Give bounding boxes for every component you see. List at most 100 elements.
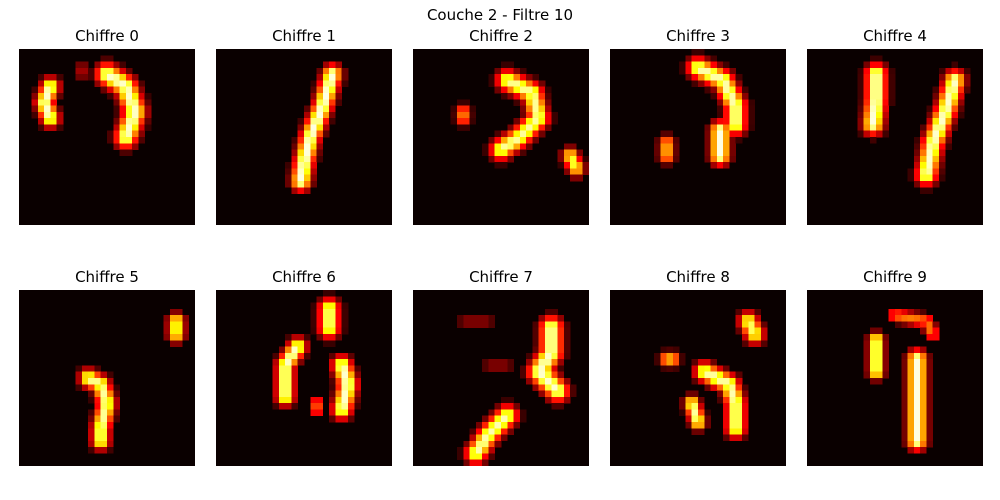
heatmap-cell bbox=[304, 168, 311, 176]
heatmap-cell bbox=[329, 321, 336, 329]
heatmap-cell bbox=[666, 149, 674, 157]
heatmap-cell bbox=[50, 111, 58, 119]
heatmap-cell bbox=[507, 422, 514, 429]
heatmap-cell bbox=[100, 371, 108, 379]
heatmap-cell bbox=[710, 124, 718, 132]
heatmap-cell bbox=[729, 99, 737, 106]
heatmap-cell bbox=[291, 378, 299, 385]
heatmap-cell bbox=[488, 440, 496, 448]
heatmap-cell bbox=[723, 93, 730, 100]
heatmap-panel bbox=[413, 49, 589, 225]
heatmap-cell bbox=[335, 415, 343, 423]
heatmap-cell bbox=[882, 80, 890, 88]
heatmap-cell bbox=[685, 55, 693, 62]
heatmap-cell bbox=[704, 384, 711, 391]
heatmap-cell bbox=[563, 352, 571, 360]
heatmap-cell bbox=[932, 99, 940, 106]
heatmap-cell bbox=[563, 396, 571, 404]
heatmap-cell bbox=[463, 321, 470, 329]
heatmap-cell bbox=[119, 74, 127, 81]
heatmap-cell bbox=[729, 93, 737, 100]
heatmap-cell bbox=[742, 409, 749, 417]
heatmap-cell bbox=[532, 371, 540, 379]
panel-title: Chiffre 5 bbox=[75, 268, 139, 286]
heatmap-cell bbox=[698, 409, 705, 417]
heatmap-cell bbox=[119, 61, 127, 69]
heatmap-cell bbox=[742, 403, 749, 410]
heatmap-cell bbox=[475, 453, 483, 461]
heatmap-cell bbox=[113, 396, 120, 404]
heatmap-cell bbox=[691, 403, 699, 410]
heatmap-cell bbox=[335, 321, 343, 329]
heatmap-cell bbox=[513, 143, 521, 150]
heatmap-cell bbox=[316, 67, 324, 75]
heatmap-cell bbox=[316, 149, 324, 157]
heatmap-cell bbox=[704, 149, 711, 157]
heatmap-cell bbox=[278, 346, 286, 354]
heatmap-cell bbox=[729, 422, 737, 429]
heatmap-cell bbox=[691, 409, 699, 417]
heatmap-cell bbox=[513, 403, 521, 410]
heatmap-cell bbox=[457, 315, 464, 322]
heatmap-cell bbox=[304, 143, 311, 150]
heatmap-cell bbox=[710, 384, 718, 391]
heatmap-cell bbox=[913, 403, 921, 410]
heatmap-cell bbox=[710, 61, 718, 69]
heatmap-cell bbox=[507, 61, 514, 69]
heatmap-cell bbox=[723, 371, 730, 379]
heatmap-cell bbox=[710, 74, 718, 81]
heatmap-cell bbox=[729, 428, 737, 435]
heatmap-cell bbox=[907, 365, 915, 373]
heatmap-cell bbox=[907, 346, 915, 354]
heatmap-cell bbox=[723, 124, 730, 132]
heatmap-cell bbox=[557, 346, 565, 354]
heatmap-cell bbox=[698, 396, 705, 404]
heatmap-cell bbox=[94, 80, 102, 88]
heatmap-cell bbox=[513, 422, 521, 429]
heatmap-cell bbox=[926, 105, 934, 113]
heatmap-cell bbox=[132, 105, 139, 113]
heatmap-cell bbox=[704, 61, 711, 69]
heatmap-cell bbox=[563, 334, 571, 341]
heatmap-cell bbox=[482, 321, 489, 329]
heatmap-cell bbox=[107, 428, 114, 435]
heatmap-cell bbox=[679, 396, 686, 404]
heatmap-cell bbox=[113, 130, 120, 138]
heatmap-cell bbox=[907, 409, 915, 417]
heatmap-cell bbox=[125, 99, 133, 106]
heatmap-panel bbox=[807, 49, 983, 225]
heatmap-cell bbox=[348, 390, 355, 398]
heatmap-cell bbox=[901, 434, 908, 442]
heatmap-cell bbox=[557, 396, 565, 404]
heatmap-cell bbox=[748, 321, 755, 329]
heatmap-cell bbox=[691, 396, 699, 404]
heatmap-cell bbox=[316, 93, 324, 100]
heatmap-cell bbox=[945, 130, 952, 138]
heatmap-cell bbox=[272, 390, 280, 398]
heatmap-cell bbox=[576, 168, 584, 176]
heatmap-cell bbox=[297, 352, 305, 360]
heatmap-cell bbox=[335, 296, 343, 303]
heatmap-cell bbox=[723, 86, 730, 94]
heatmap-cell bbox=[482, 428, 489, 435]
heatmap-cell bbox=[285, 334, 292, 341]
heatmap-cell bbox=[532, 321, 540, 329]
heatmap-cell bbox=[710, 365, 718, 373]
heatmap-cell bbox=[501, 428, 508, 435]
heatmap-cell bbox=[920, 143, 927, 150]
heatmap-cell bbox=[742, 428, 749, 435]
heatmap-cell bbox=[710, 137, 718, 144]
heatmap-cell bbox=[869, 340, 877, 347]
heatmap-cell bbox=[81, 67, 89, 75]
heatmap-cell bbox=[951, 67, 959, 75]
heatmap-cell bbox=[138, 93, 146, 100]
heatmap-cell bbox=[869, 346, 877, 354]
heatmap-cell bbox=[310, 327, 317, 335]
heatmap-cell bbox=[907, 422, 915, 429]
heatmap-cell bbox=[176, 308, 183, 316]
heatmap-cell bbox=[748, 118, 755, 125]
heatmap-cell bbox=[94, 434, 102, 442]
heatmap-cell bbox=[176, 315, 183, 322]
heatmap-cell bbox=[742, 99, 749, 106]
heatmap-cell bbox=[297, 143, 305, 150]
